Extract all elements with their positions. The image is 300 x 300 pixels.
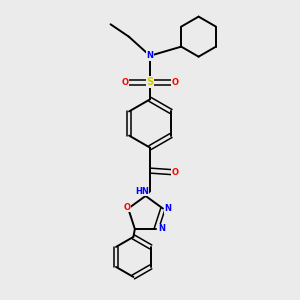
Text: S: S (146, 77, 154, 87)
Text: N: N (146, 51, 154, 60)
Text: N: N (165, 204, 172, 213)
Text: O: O (122, 78, 129, 87)
Text: O: O (123, 202, 130, 211)
Text: O: O (171, 78, 178, 87)
Text: N: N (158, 224, 165, 233)
Text: O: O (172, 168, 179, 177)
Text: HN: HN (135, 187, 149, 196)
